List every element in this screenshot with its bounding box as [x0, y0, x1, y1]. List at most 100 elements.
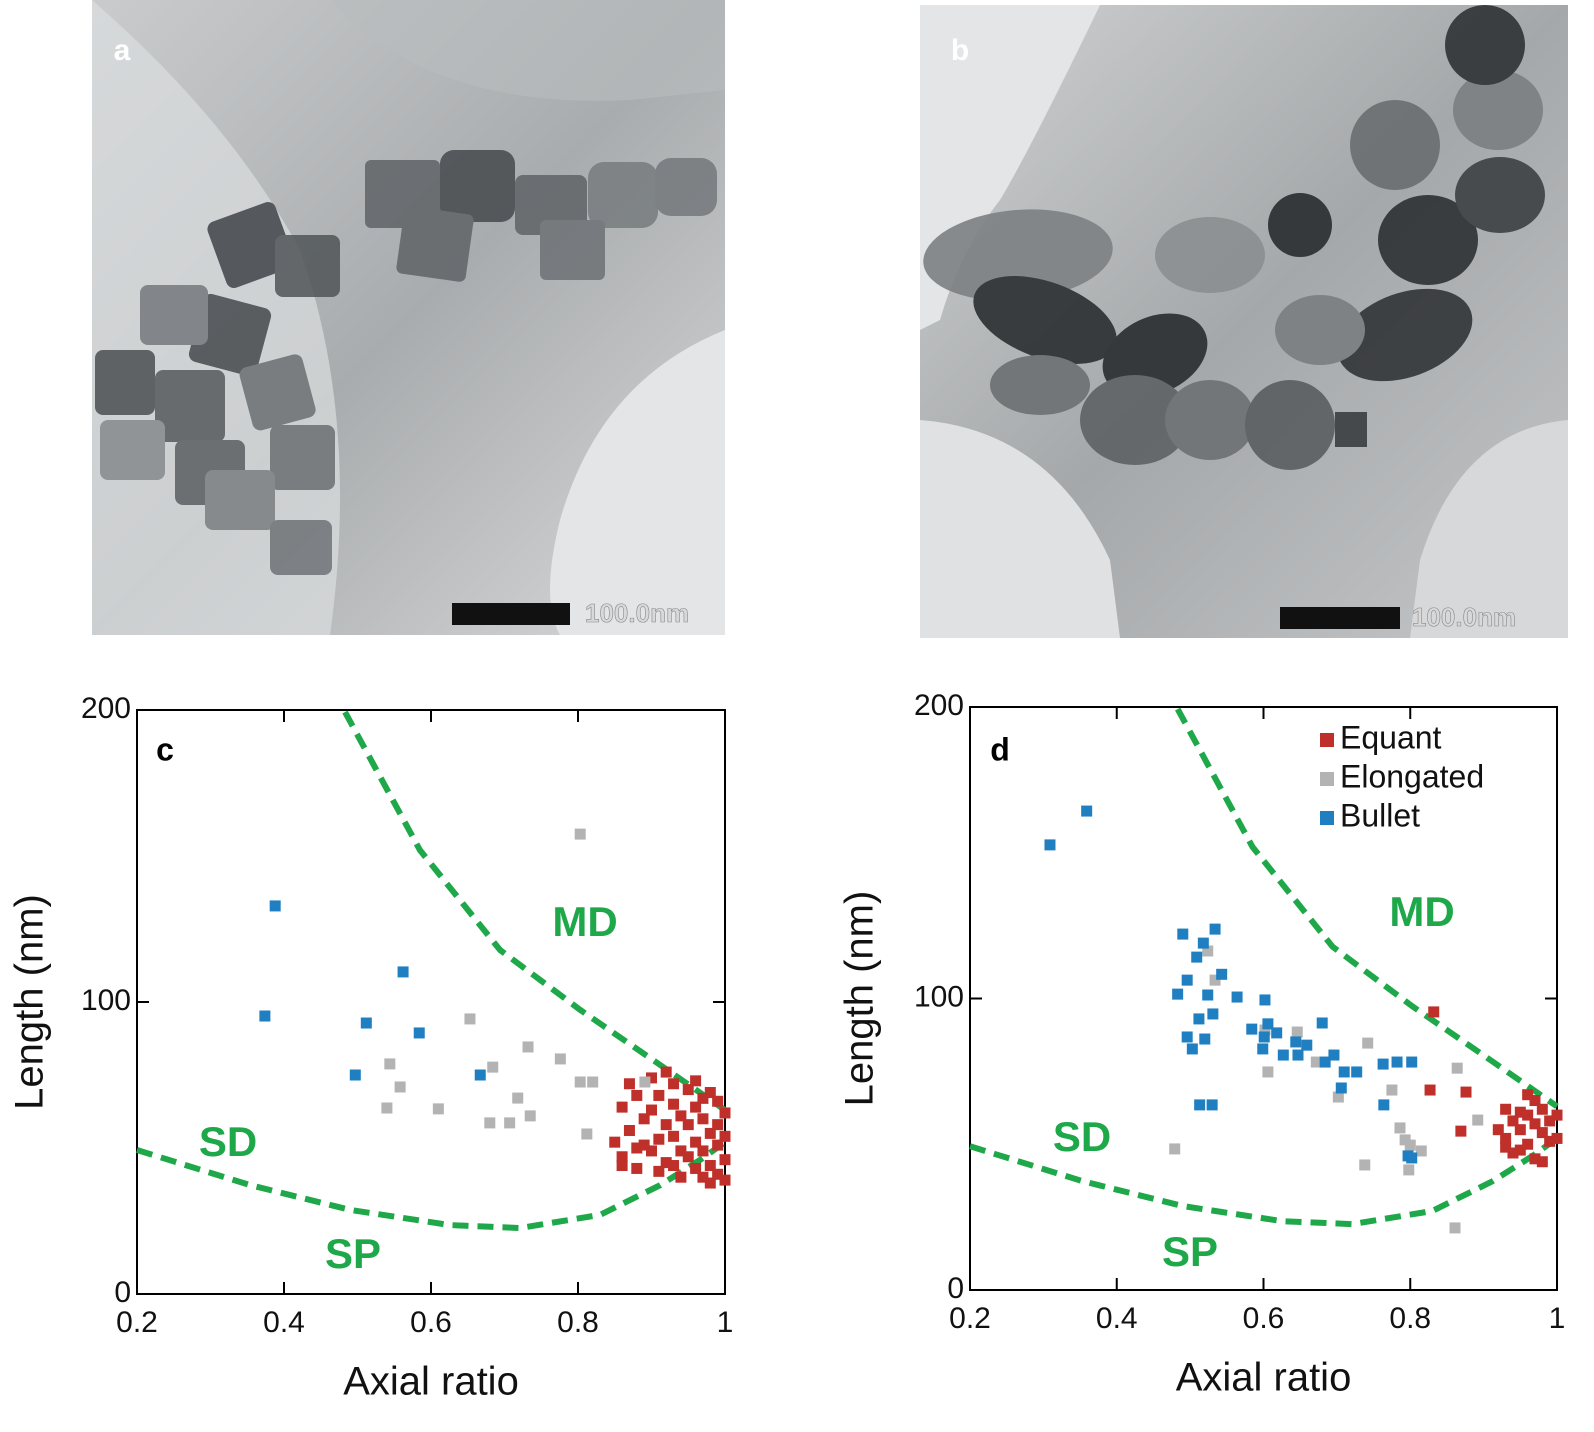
data-point	[1209, 923, 1221, 935]
panel-label: d	[990, 731, 1010, 767]
region-label: MD	[552, 898, 617, 945]
data-point	[668, 1160, 680, 1172]
region-label: MD	[1389, 888, 1454, 935]
data-point	[1197, 937, 1209, 949]
legend-swatch	[1320, 772, 1334, 786]
data-point	[1193, 1013, 1205, 1025]
data-point	[697, 1092, 709, 1104]
data-point	[660, 1157, 672, 1169]
region-label: SP	[1162, 1228, 1218, 1275]
data-point	[1449, 1222, 1461, 1234]
x-axis-label: Axial ratio	[343, 1360, 519, 1404]
data-point	[1209, 974, 1221, 986]
data-point	[1338, 1066, 1350, 1078]
data-point	[668, 1098, 680, 1110]
data-point	[668, 1130, 680, 1142]
data-point	[646, 1104, 657, 1116]
legend-label: Equant	[1340, 719, 1442, 755]
y-tick-label: 0	[947, 1272, 964, 1305]
data-point	[653, 1133, 665, 1145]
data-point	[432, 1103, 444, 1115]
data-point	[1551, 1132, 1563, 1144]
data-point	[1194, 1099, 1206, 1111]
data-point	[653, 1165, 665, 1177]
data-point	[712, 1168, 724, 1180]
data-point	[675, 1171, 687, 1183]
data-point	[1262, 1066, 1274, 1078]
data-point	[712, 1139, 724, 1151]
x-tick-label: 0.4	[263, 1306, 305, 1339]
data-point	[504, 1117, 516, 1129]
data-point	[675, 1145, 687, 1157]
data-point	[712, 1119, 724, 1131]
data-point	[394, 1081, 406, 1093]
data-point	[1424, 1084, 1436, 1096]
data-point	[464, 1013, 476, 1025]
data-point	[269, 900, 281, 912]
data-point	[1291, 1026, 1303, 1038]
data-point	[1500, 1132, 1512, 1144]
data-point	[524, 1110, 536, 1122]
y-axis-label: Length (nm)	[838, 891, 882, 1107]
data-point	[1181, 1031, 1193, 1043]
data-point	[682, 1119, 694, 1131]
tem-image-b	[920, 5, 1568, 638]
data-point	[631, 1089, 643, 1101]
y-tick-label: 200	[914, 689, 964, 722]
boundary-curve	[969, 1135, 1559, 1228]
data-point	[704, 1160, 716, 1172]
x-tick-label: 0.4	[1096, 1302, 1138, 1335]
plot-frame	[136, 709, 726, 1295]
data-point	[719, 1107, 731, 1119]
tem-image-a	[92, 0, 725, 635]
data-point	[704, 1087, 716, 1099]
data-point	[1386, 1084, 1398, 1096]
data-point	[616, 1151, 628, 1163]
data-point	[474, 1069, 486, 1081]
y-tick-label: 0	[114, 1276, 131, 1309]
data-point	[1507, 1147, 1519, 1159]
data-point	[554, 1053, 566, 1065]
data-point	[1216, 968, 1228, 980]
data-point	[616, 1160, 628, 1172]
data-point	[660, 1066, 672, 1078]
data-point	[719, 1174, 731, 1186]
data-point	[646, 1072, 657, 1084]
data-point	[719, 1154, 731, 1166]
data-point	[704, 1177, 716, 1189]
data-point	[1332, 1091, 1344, 1103]
data-point	[1455, 1125, 1467, 1137]
data-point	[413, 1027, 425, 1039]
data-point	[704, 1127, 716, 1139]
data-point	[1403, 1164, 1415, 1176]
data-point	[1186, 1043, 1198, 1055]
data-point	[384, 1058, 396, 1070]
data-point	[1231, 991, 1243, 1003]
data-point	[1169, 1143, 1181, 1155]
data-point	[1500, 1141, 1512, 1153]
data-point	[1415, 1145, 1427, 1157]
x-tick-label: 0.2	[949, 1302, 991, 1335]
data-point	[682, 1084, 694, 1096]
data-point	[675, 1110, 687, 1122]
data-point	[1177, 928, 1189, 940]
data-point	[259, 1010, 271, 1022]
data-point	[1551, 1109, 1563, 1121]
panel-label: a	[114, 34, 131, 67]
data-point	[1359, 1159, 1371, 1171]
data-point	[660, 1119, 672, 1131]
data-point	[1335, 1082, 1347, 1094]
data-point	[1544, 1115, 1556, 1127]
data-point	[1172, 988, 1184, 1000]
data-point	[1529, 1153, 1541, 1165]
data-point	[1328, 1049, 1340, 1061]
data-point	[1522, 1138, 1534, 1150]
y-tick-label: 200	[81, 692, 131, 725]
data-point	[1404, 1139, 1416, 1151]
chart: 0.2 0.4 0.6 0.8 1 0 100 200 Axial ratio Length (n…	[8, 692, 734, 1404]
data-point	[574, 1076, 586, 1088]
data-point	[697, 1171, 709, 1183]
scale-bar-label: 100.0nm	[585, 598, 689, 628]
data-point	[1199, 1033, 1211, 1045]
data-point	[381, 1102, 393, 1114]
